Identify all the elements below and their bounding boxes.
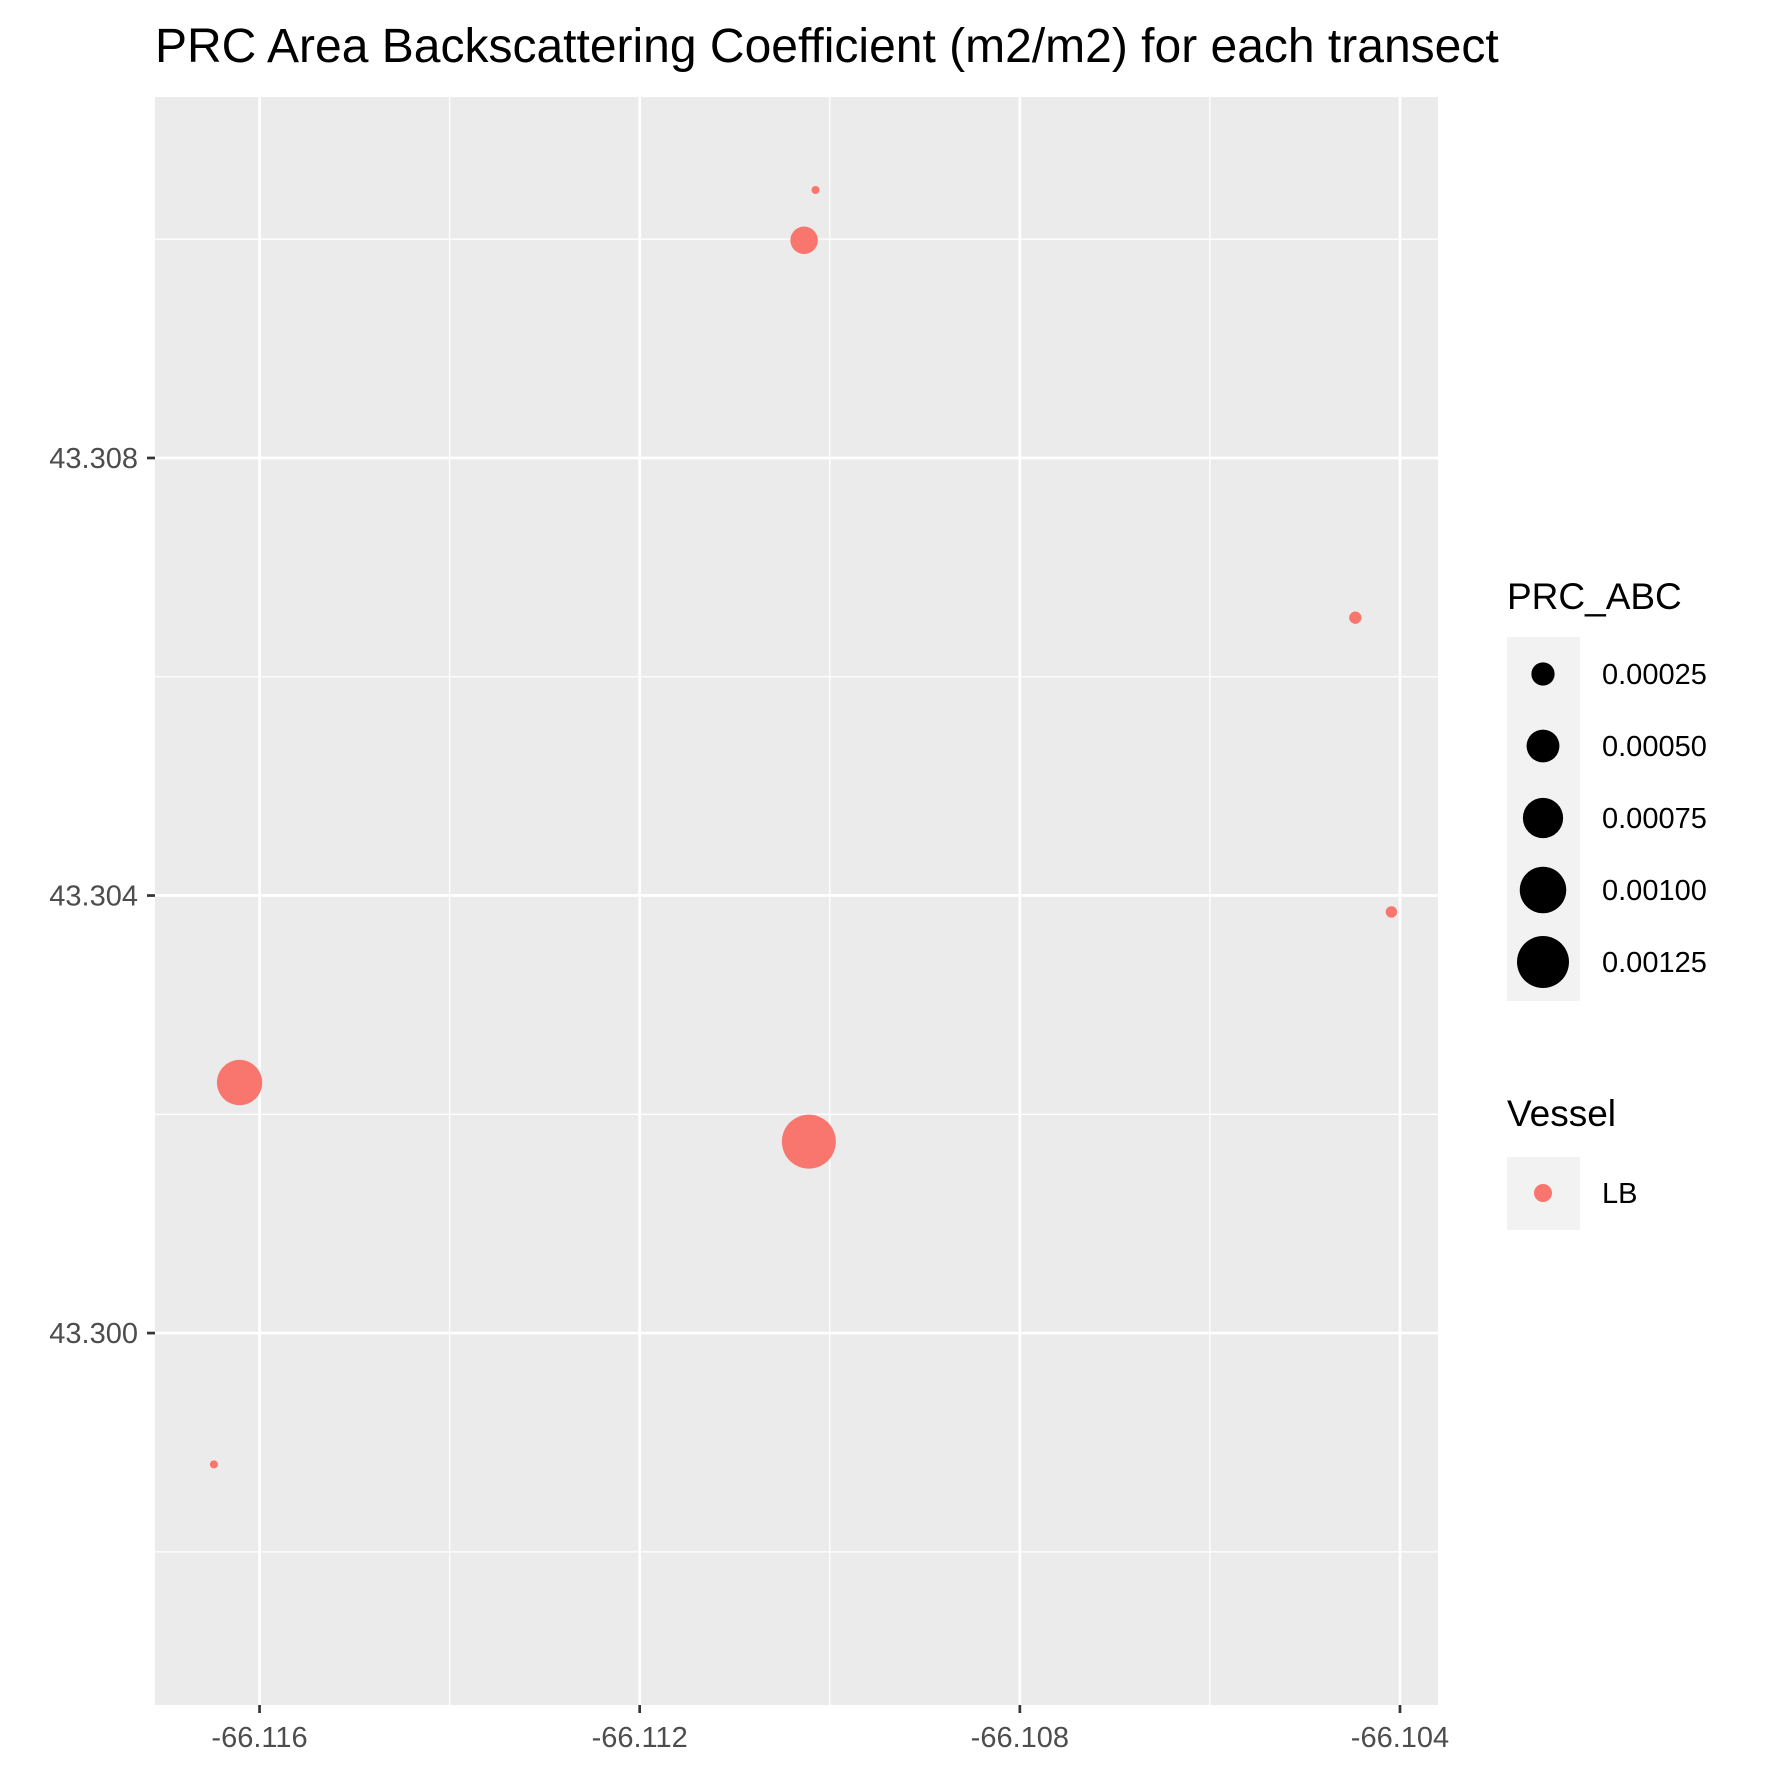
size-legend-label: 0.00100 [1602, 875, 1707, 907]
data-point [790, 226, 818, 255]
color-legend: Vessel LB [1507, 1093, 1637, 1230]
data-point [781, 1114, 836, 1169]
size-legend-label: 0.00125 [1602, 947, 1707, 979]
data-point [1349, 611, 1362, 624]
x-axis-tick-label: -66.112 [592, 1722, 688, 1754]
color-legend-key [1534, 1184, 1552, 1202]
size-legend-key [1522, 797, 1564, 839]
data-points [209, 185, 1398, 1469]
color-legend-label: LB [1602, 1178, 1637, 1210]
plot-panel [155, 97, 1438, 1705]
chart-title: PRC Area Backscattering Coefficient (m2/… [155, 20, 1499, 73]
x-axis-tick-label: -66.116 [211, 1722, 307, 1754]
size-legend-label: 0.00050 [1602, 731, 1707, 763]
size-legend: PRC_ABC 0.00025 0.00050 0.00075 0.00100 0.00… [1507, 576, 1707, 1001]
size-legend-key [1519, 866, 1567, 914]
x-axis-tick-label: -66.108 [971, 1722, 1069, 1754]
axes: -66.116 -66.112 -66.108 -66.104 43.300 43.304… [49, 443, 1449, 1754]
minor-gridlines [155, 97, 1438, 1705]
size-legend-label: 0.00025 [1602, 659, 1707, 691]
major-gridlines [155, 97, 1438, 1705]
y-axis-tick-label: 43.304 [49, 881, 138, 913]
data-point [1385, 906, 1398, 918]
y-axis-tick-label: 43.300 [49, 1318, 138, 1350]
y-axis-tick-label: 43.308 [49, 443, 138, 475]
size-legend-title: PRC_ABC [1507, 576, 1682, 617]
x-axis-tick-label: -66.104 [1351, 1722, 1449, 1754]
size-legend-key [1526, 729, 1560, 763]
size-legend-key [1517, 936, 1569, 988]
data-point [209, 1460, 218, 1469]
data-point [811, 185, 820, 195]
size-legend-label: 0.00075 [1602, 803, 1707, 835]
data-point [216, 1059, 263, 1106]
color-legend-title: Vessel [1507, 1093, 1616, 1134]
size-legend-key [1531, 662, 1555, 686]
